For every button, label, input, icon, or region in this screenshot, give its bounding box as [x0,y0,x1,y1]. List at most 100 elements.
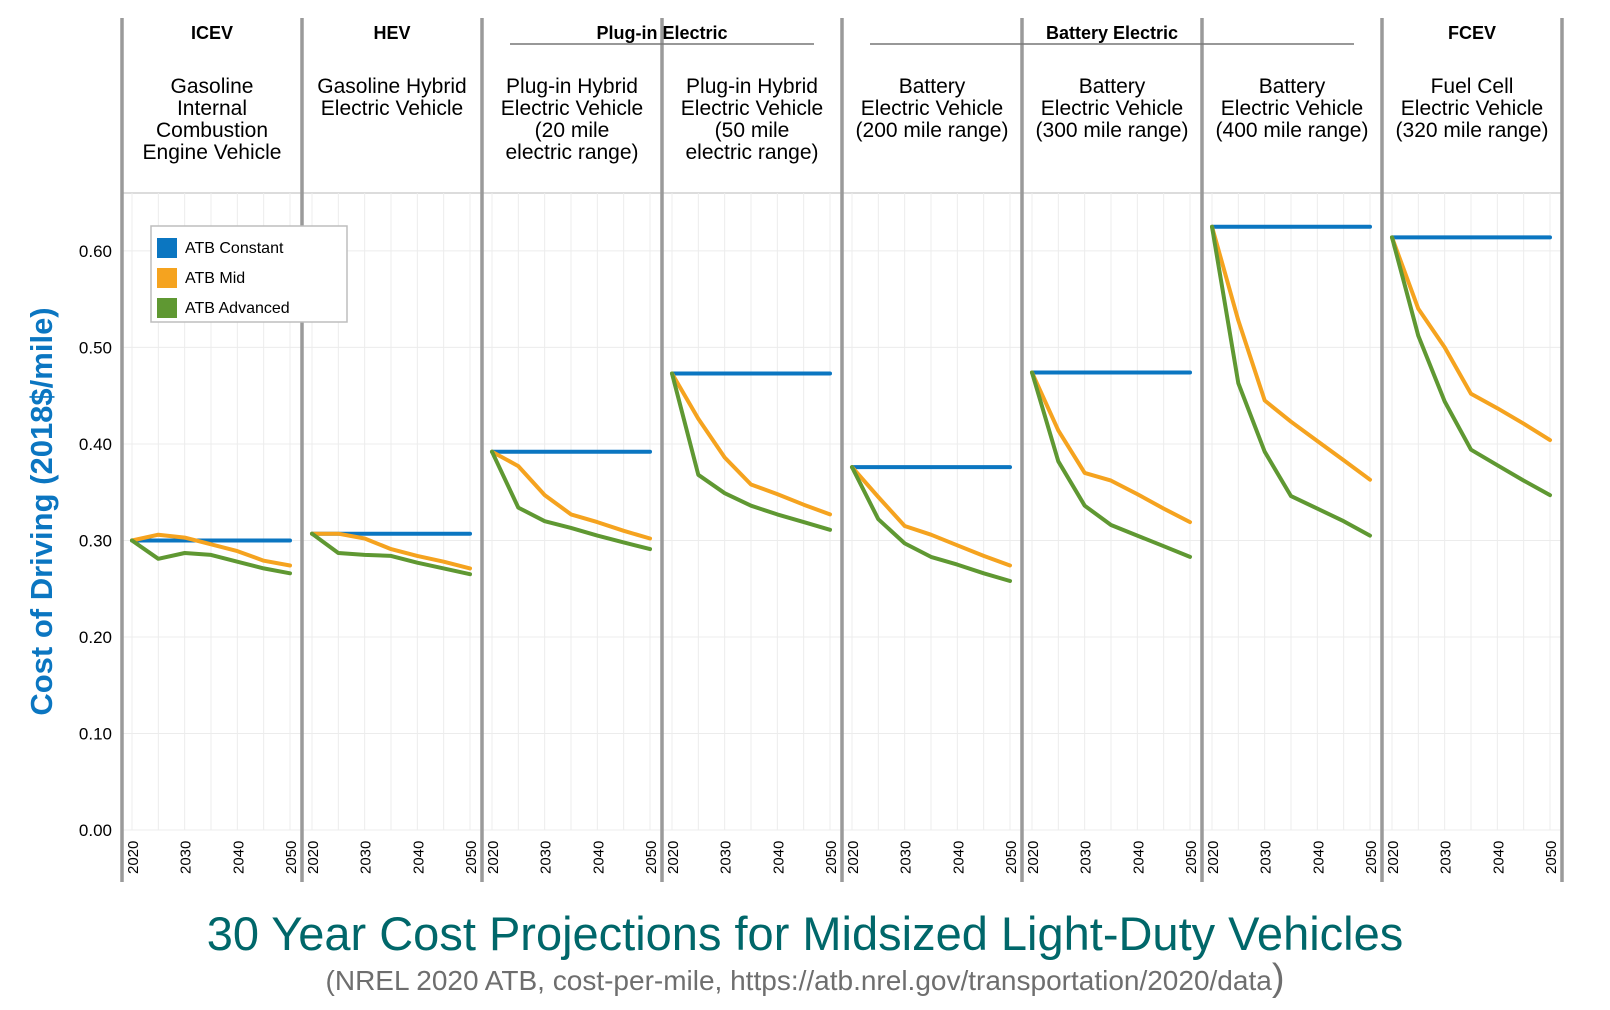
x-tick-label: 2050 [823,841,840,874]
legend-swatch [157,298,177,318]
series-line-atb-advanced [1390,235,1552,498]
panel-label: Battery Electric Vehicle (300 mile range) [1036,75,1189,142]
panel-7: Battery Electric Vehicle (400 mile range) 2… [1202,75,1382,874]
legend-label: ATB Constant [185,240,284,257]
x-tick-label: 2020 [1385,841,1402,874]
panel-label-line: (320 mile range) [1396,119,1549,142]
x-tick-label: 2030 [1078,841,1095,874]
y-tick-label: 0.40 [79,435,112,454]
series-line-atb-mid [670,371,832,517]
panel-label-line: Gasoline [171,75,254,98]
group-header: Battery Electric [1046,23,1178,43]
panel-4: Plug-in Hybrid Electric Vehicle (50 mile el… [662,75,842,874]
x-tick-label: 2020 [305,841,322,874]
series-line-atb-advanced [130,538,292,576]
legend-label: ATB Advanced [185,300,290,317]
series-line-atb-mid [850,465,1012,568]
y-tick-label: 0.20 [79,628,112,647]
panel-2: Gasoline Hybrid Electric Vehicle 2020 2030 2… [302,75,482,874]
panel-label-line: (300 mile range) [1036,119,1189,142]
x-tick-label: 2020 [125,841,142,874]
panel-label-line: Electric Vehicle [1041,97,1183,120]
x-tick-label: 2040 [410,841,427,874]
series-line-atb-mid [1030,370,1192,525]
series-line-atb-advanced [490,449,652,552]
chart-title: 30 Year Cost Projections for Midsized Li… [206,907,1404,960]
series-line-atb-advanced [850,465,1012,583]
panel-label-line: Electric Vehicle [321,97,463,120]
series-line-atb-advanced [1030,370,1192,559]
x-tick-label: 2030 [718,841,735,874]
legend-swatch [157,268,177,288]
chart-subtitle: (NREL 2020 ATB, cost-per-mile, https://a… [0,959,1610,997]
panel-label-line: (20 mile [535,119,610,142]
panel-label: Gasoline Hybrid Electric Vehicle [317,75,466,120]
x-tick-label: 2050 [1003,841,1020,874]
series-line-atb-mid [130,532,292,568]
panel-8: Fuel Cell Electric Vehicle (320 mile range… [1382,75,1562,874]
series-line-atb-mid [310,531,472,571]
panel-label-line: Combustion [156,119,268,142]
y-tick-label: 0.60 [79,242,112,261]
panel-label-line: Battery [1259,75,1326,98]
panel-label-line: Electric Vehicle [1221,97,1363,120]
panel-6: Battery Electric Vehicle (300 mile range) 2… [1022,75,1202,874]
y-tick-label: 0.50 [79,338,112,357]
series-line-atb-advanced [670,371,832,532]
x-tick-label: 2030 [178,841,195,874]
x-tick-label: 2040 [1310,841,1327,874]
panel-label-line: Electric Vehicle [681,97,823,120]
x-tick-label: 2030 [1258,841,1275,874]
y-tick-label: 0.00 [79,821,112,840]
legend-label: ATB Mid [185,270,245,287]
x-tick-label: 2040 [590,841,607,874]
x-tick-label: 2050 [1363,841,1380,874]
panel-label-line: Gasoline Hybrid [317,75,466,98]
legend: ATB Constant ATB Mid ATB Advanced [150,225,348,323]
panel-label: Battery Electric Vehicle (200 mile range) [856,75,1009,142]
series-line-atb-mid [1390,235,1552,443]
panel-label-line: (50 mile [715,119,790,142]
panel-label-line: electric range) [685,141,818,164]
panel-label: Plug-in Hybrid Electric Vehicle (20 mile el… [501,75,643,164]
panel-label-line: (200 mile range) [856,119,1009,142]
x-tick-label: 2050 [283,841,300,874]
series-line-atb-mid [1210,224,1372,482]
panel-label-line: Plug-in Hybrid [686,75,818,98]
x-tick-label: 2020 [665,841,682,874]
panel-label-line: Electric Vehicle [861,97,1003,120]
x-tick-label: 2030 [898,841,915,874]
x-tick-label: 2050 [1543,841,1560,874]
panel-label-line: Engine Vehicle [143,141,282,164]
x-tick-label: 2050 [463,841,480,874]
group-header: FCEV [1448,23,1496,43]
x-tick-label: 2030 [358,841,375,874]
x-tick-label: 2040 [770,841,787,874]
panel-label-line: Electric Vehicle [1401,97,1543,120]
panel-1: Gasoline Internal Combustion Engine Vehicle… [122,75,302,874]
panel-label-line: (400 mile range) [1216,119,1369,142]
x-tick-label: 2030 [538,841,555,874]
x-tick-label: 2040 [230,841,247,874]
x-tick-label: 2050 [643,841,660,874]
panel-label: Fuel Cell Electric Vehicle (320 mile range… [1396,75,1549,142]
x-tick-label: 2040 [1490,841,1507,874]
panel-label-line: Electric Vehicle [501,97,643,120]
panel-3: Plug-in Hybrid Electric Vehicle (20 mile el… [482,75,662,874]
chart-subtitle-close-paren: ) [1271,957,1285,999]
series-line-atb-advanced [1210,224,1372,538]
panel-label-line: Plug-in Hybrid [506,75,638,98]
panel-label-line: Fuel Cell [1431,75,1514,98]
x-tick-label: 2040 [1130,841,1147,874]
x-tick-label: 2020 [485,841,502,874]
series-line-atb-advanced [310,531,472,577]
x-tick-label: 2040 [950,841,967,874]
group-header: Plug-in Electric [596,23,727,43]
group-header: HEV [373,23,410,43]
chart-subtitle-text: (NREL 2020 ATB, cost-per-mile, https://a… [325,965,1272,996]
x-tick-label: 2030 [1438,841,1455,874]
panel-label: Gasoline Internal Combustion Engine Vehicle [143,75,282,164]
series-line-atb-mid [490,449,652,541]
panel-label-line: electric range) [505,141,638,164]
